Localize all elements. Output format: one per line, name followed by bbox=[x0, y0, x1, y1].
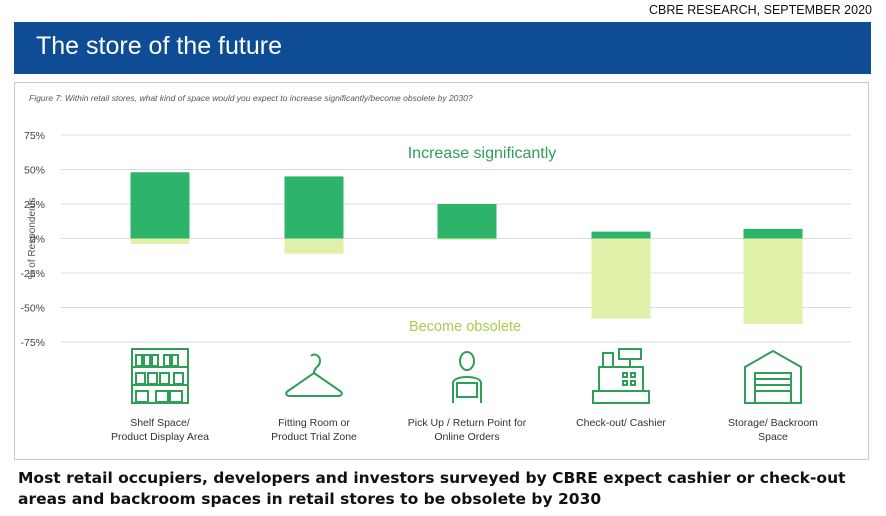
annotation-obsolete: Become obsolete bbox=[409, 319, 521, 335]
x-category-label: Fitting Room or bbox=[278, 417, 350, 429]
y-tick-label: 0% bbox=[30, 234, 45, 246]
obsolete-bar bbox=[743, 238, 803, 325]
hanger-icon bbox=[285, 353, 343, 397]
increase-bar bbox=[437, 204, 497, 239]
cash-register-icon bbox=[592, 348, 650, 404]
shelf-icon bbox=[131, 348, 189, 404]
obsolete-bar bbox=[437, 238, 497, 240]
x-category-label: Product Display Area bbox=[111, 431, 209, 443]
x-category-label: Check-out/ Cashier bbox=[576, 417, 666, 429]
storage-garage-icon bbox=[744, 349, 802, 404]
chart-panel: Figure 7: Within retail stores, what kin… bbox=[14, 82, 869, 460]
y-tick-label: -25% bbox=[20, 268, 45, 280]
x-category-label: Shelf Space/ bbox=[130, 417, 190, 429]
page-title: The store of the future bbox=[36, 32, 282, 60]
x-category-label: Product Trial Zone bbox=[271, 431, 357, 443]
x-category-label: Storage/ Backroom bbox=[728, 417, 818, 429]
footnote: Most retail occupiers, developers and in… bbox=[18, 469, 846, 508]
obsolete-bar bbox=[130, 238, 190, 245]
obsolete-bar bbox=[591, 238, 651, 319]
x-category-label: Space bbox=[758, 431, 788, 443]
y-tick-label: 75% bbox=[24, 130, 45, 142]
x-category-label: Pick Up / Return Point for bbox=[408, 417, 527, 429]
y-tick-label: -75% bbox=[20, 337, 45, 349]
increase-bar bbox=[743, 228, 803, 239]
bar-chart: 75% 50% 25% 0% -25% -50% -75% % of Respondents I… bbox=[20, 130, 851, 443]
y-tick-label: 50% bbox=[24, 165, 45, 177]
increase-bar bbox=[284, 176, 344, 239]
x-category-label: Online Orders bbox=[434, 431, 499, 443]
y-tick-label: -50% bbox=[20, 303, 45, 315]
figure-caption: Figure 7: Within retail stores, what kin… bbox=[29, 93, 473, 103]
pickup-person-icon bbox=[452, 351, 482, 403]
obsolete-bar bbox=[284, 238, 344, 254]
increase-bar bbox=[591, 231, 651, 239]
title-banner: The store of the future bbox=[14, 22, 871, 74]
annotation-increase: Increase significantly bbox=[408, 145, 557, 162]
report-source: CBRE RESEARCH, SEPTEMBER 2020 bbox=[649, 3, 872, 17]
y-axis-label: % of Respondents bbox=[27, 198, 38, 280]
y-tick-label: 25% bbox=[24, 199, 45, 211]
increase-bar bbox=[130, 172, 190, 239]
